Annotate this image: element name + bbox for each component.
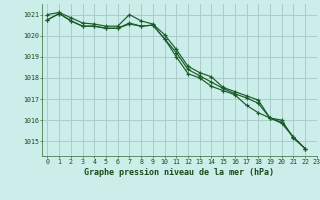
X-axis label: Graphe pression niveau de la mer (hPa): Graphe pression niveau de la mer (hPa) (84, 168, 274, 177)
